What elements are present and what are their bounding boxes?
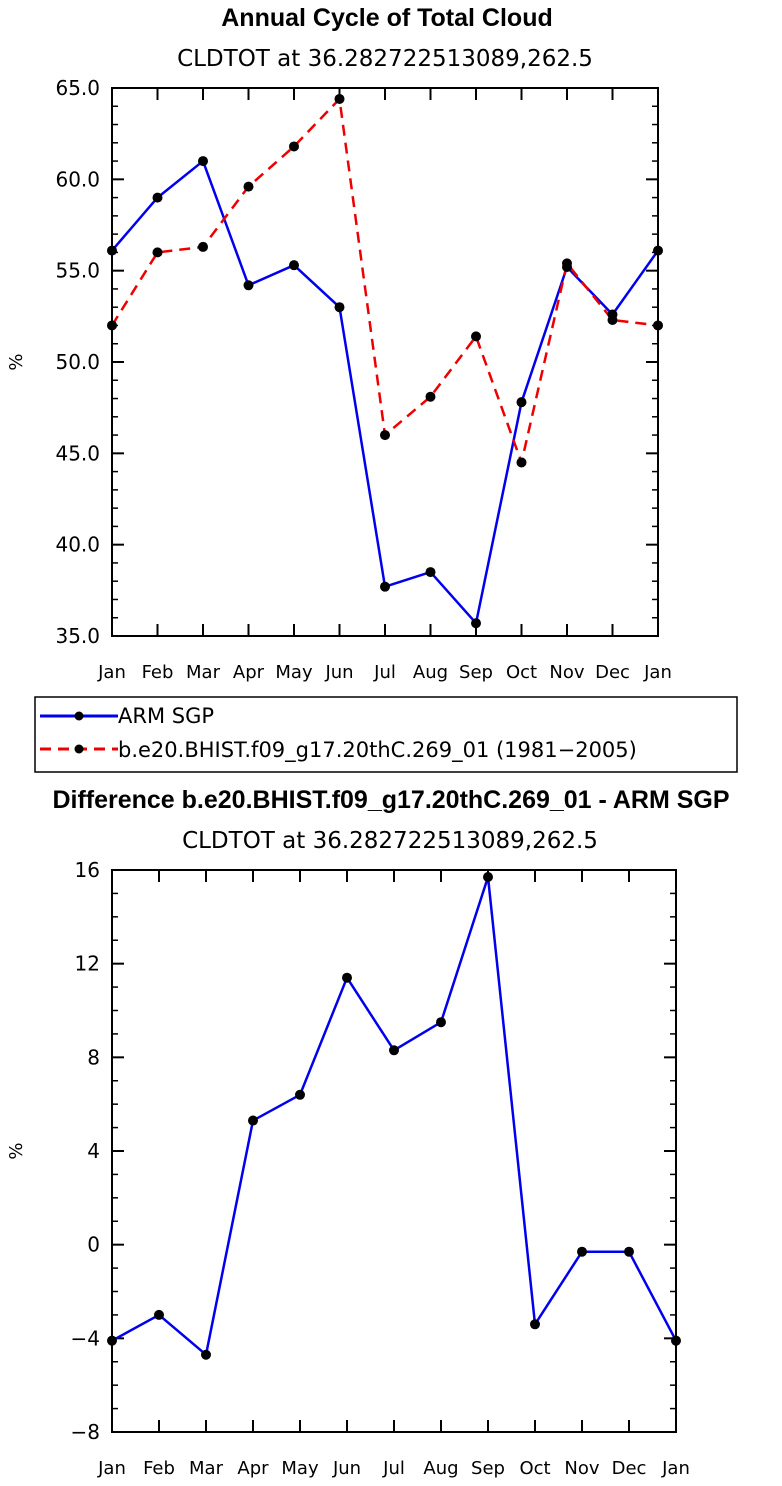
chart1-point-0	[152, 192, 163, 203]
chart1-point-0	[380, 581, 390, 592]
chart1-point-0	[243, 280, 254, 291]
chart2-point-0	[624, 1246, 634, 1257]
chart1-ytick-label: 50.0	[55, 350, 100, 374]
chart2-xtick-label: Jul	[382, 1458, 405, 1479]
chart1-frame	[111, 87, 659, 637]
chart1-point-1	[516, 457, 527, 468]
chart1-point-0	[471, 618, 481, 629]
chart1-point-0	[516, 397, 527, 408]
chart2-point-0	[248, 1115, 258, 1126]
chart1-point-1	[289, 141, 299, 152]
chart2-ytick-label: 0	[87, 1233, 100, 1257]
chart2-ytick-label: −8	[71, 1420, 100, 1444]
chart1-point-0	[289, 260, 299, 271]
chart1-point-0	[107, 245, 117, 256]
chart2-xtick-label: Jun	[332, 1458, 361, 1479]
chart1-plot: 35.0 40.0 45.0 50.0 55.0 60.0 65.0 Jan Feb Mar Apr…	[6, 76, 672, 683]
chart1-point-1	[107, 320, 117, 331]
chart2-xtick-label: Oct	[519, 1458, 550, 1479]
chart1-xtick-label: Jul	[373, 662, 396, 683]
chart2-subtitle: CLDTOT at 36.282722513089,262.5	[182, 828, 598, 854]
chart1-xtick-label: Dec	[595, 662, 630, 683]
chart2-xtick-label: Nov	[564, 1458, 599, 1479]
chart1-point-1	[471, 331, 481, 342]
chart2-point-0	[671, 1335, 681, 1346]
chart1-ytick-label: 60.0	[55, 167, 100, 191]
chart2-xtick-label: Jan	[97, 1458, 126, 1479]
chart2-point-0	[295, 1089, 305, 1100]
chart1-ytick-label: 65.0	[55, 76, 100, 100]
chart2-point-0	[154, 1309, 164, 1320]
chart1-xtick-label: Mar	[186, 662, 221, 683]
chart1-xtick-label: Sep	[459, 662, 493, 683]
chart2-xtick-label: Mar	[189, 1458, 224, 1479]
chart2-xtick-label: Feb	[143, 1458, 175, 1479]
chart2-point-0	[483, 872, 493, 883]
chart1-point-0	[653, 245, 663, 256]
chart2-point-0	[436, 1017, 446, 1028]
legend-label-model: b.e20.BHIST.f09_g17.20thC.269_01 (1981−2…	[118, 738, 637, 763]
chart1-point-1	[243, 181, 254, 192]
chart1-ylabel: %	[6, 353, 27, 370]
chart2-ytick-label: 12	[75, 952, 100, 976]
chart1-xtick-label: Jun	[324, 662, 353, 683]
legend-marker-model	[74, 744, 84, 754]
chart1-point-1	[380, 430, 390, 441]
chart1-xtick-label: Jan	[643, 662, 672, 683]
chart1-point-1	[334, 93, 345, 104]
chart2-ytick-label: −4	[71, 1326, 100, 1350]
chart2-xtick-label: Aug	[423, 1458, 458, 1479]
chart1-point-0	[198, 156, 208, 167]
chart2-xtick-label: Apr	[237, 1458, 269, 1479]
chart1-xtick-label: Aug	[413, 662, 448, 683]
chart2-point-0	[342, 972, 352, 983]
chart1-xtick-label: Nov	[549, 662, 584, 683]
chart1-xtick-label: Apr	[233, 662, 265, 683]
chart2-title: Difference b.e20.BHIST.f09_g17.20thC.269…	[52, 786, 729, 814]
chart1-series-line-0	[111, 159, 660, 625]
chart1-point-0	[334, 302, 345, 313]
chart1-ytick-label: 35.0	[55, 624, 100, 648]
chart1-point-1	[425, 391, 436, 402]
legend-label-arm: ARM SGP	[118, 704, 214, 728]
legend-marker-arm	[74, 711, 84, 721]
chart1-subtitle: CLDTOT at 36.282722513089,262.5	[177, 46, 593, 72]
chart2-ytick-label: 8	[87, 1045, 100, 1069]
chart2-point-0	[577, 1246, 587, 1257]
chart1-title: Annual Cycle of Total Cloud	[221, 4, 552, 32]
chart2-xtick-label: Dec	[612, 1458, 647, 1479]
chart1-point-1	[198, 241, 208, 252]
chart1-ytick-label: 45.0	[55, 441, 100, 465]
chart2-series-line-0	[111, 875, 678, 1356]
chart1-xtick-label: May	[275, 662, 313, 683]
chart2-xtick-label: Sep	[471, 1458, 505, 1479]
chart1-point-0	[425, 567, 436, 578]
chart1-ytick-label: 55.0	[55, 259, 100, 283]
chart2-point-0	[530, 1319, 540, 1330]
chart1-xtick-label: Oct	[506, 662, 537, 683]
chart2-ylabel: %	[6, 1142, 27, 1159]
chart1-ytick-label: 40.0	[55, 533, 100, 557]
chart1-point-1	[653, 320, 663, 331]
chart2-point-0	[107, 1335, 117, 1346]
legend: ARM SGP b.e20.BHIST.f09_g17.20thC.269_01…	[34, 696, 738, 773]
chart1-xtick-label: Feb	[142, 662, 174, 683]
chart2-ytick-label: 4	[87, 1139, 100, 1163]
chart1-point-1	[607, 314, 618, 325]
chart2-ytick-label: 16	[75, 858, 100, 882]
chart2-point-0	[201, 1349, 211, 1360]
legend-box	[34, 696, 738, 773]
chart1-point-1	[562, 258, 572, 269]
chart1-point-1	[152, 247, 163, 258]
chart2-xtick-label: May	[281, 1458, 319, 1479]
chart1-series-line-1	[110, 97, 659, 464]
chart2-xtick-label: Jan	[661, 1458, 690, 1479]
chart2-plot: −8 −4 0 4 8 12 16 Jan Feb Mar Apr May Jun Jul Aug Sep Oc…	[6, 858, 690, 1479]
chart2-point-0	[389, 1045, 399, 1056]
chart1-xtick-label: Jan	[97, 662, 126, 683]
